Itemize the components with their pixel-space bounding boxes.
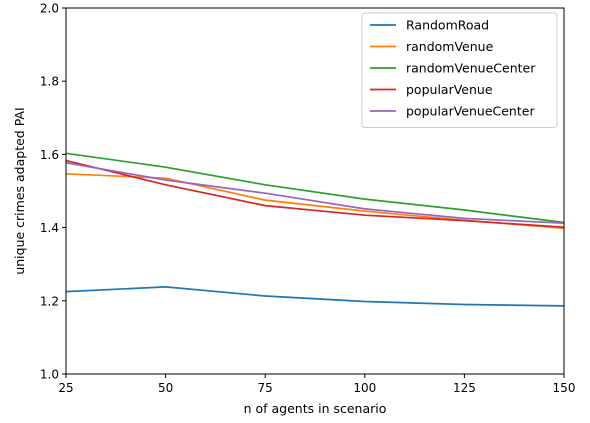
series-line-popularVenueCenter [65, 161, 565, 225]
y-tick-label: 1.2 [40, 294, 59, 308]
y-tick-label: 1.0 [40, 368, 59, 382]
x-axis: 25 50 75 100 125 150 [58, 374, 575, 395]
plot-frame [65, 7, 565, 375]
y-tick-label: 2.0 [40, 2, 59, 16]
legend-label-popularVenue: popularVenue [406, 82, 493, 97]
x-tick-label: 100 [353, 381, 376, 395]
x-tick-label: 50 [158, 381, 173, 395]
y-tick-label: 1.6 [40, 148, 59, 162]
x-tick-label: 125 [453, 381, 476, 395]
series-line-randomVenueCenter [65, 152, 565, 224]
y-axis: 1.0 1.2 1.4 1.6 1.8 2.0 [40, 2, 66, 382]
y-axis-label: unique crimes adapted PAI [12, 107, 27, 274]
x-tick-label: 150 [553, 381, 576, 395]
legend-label-randomVenue: randomVenue [406, 39, 494, 54]
y-tick-label: 1.4 [40, 221, 59, 235]
y-tick-label: 1.8 [40, 75, 59, 89]
legend-label-popularVenueCenter: popularVenueCenter [406, 104, 535, 119]
legend-box [361, 12, 558, 128]
x-axis-label: n of agents in scenario [244, 401, 387, 416]
legend-label-randomVenueCenter: randomVenueCenter [406, 61, 536, 76]
legend: RandomRoad randomVenue randomVenueCenter po… [361, 12, 558, 128]
x-tick-label: 75 [258, 381, 273, 395]
series-line-popularVenue [65, 159, 565, 229]
plot-area [65, 152, 565, 307]
series-line-RandomRoad [65, 286, 565, 307]
x-tick-label: 25 [58, 381, 73, 395]
legend-label-RandomRoad: RandomRoad [406, 18, 489, 33]
